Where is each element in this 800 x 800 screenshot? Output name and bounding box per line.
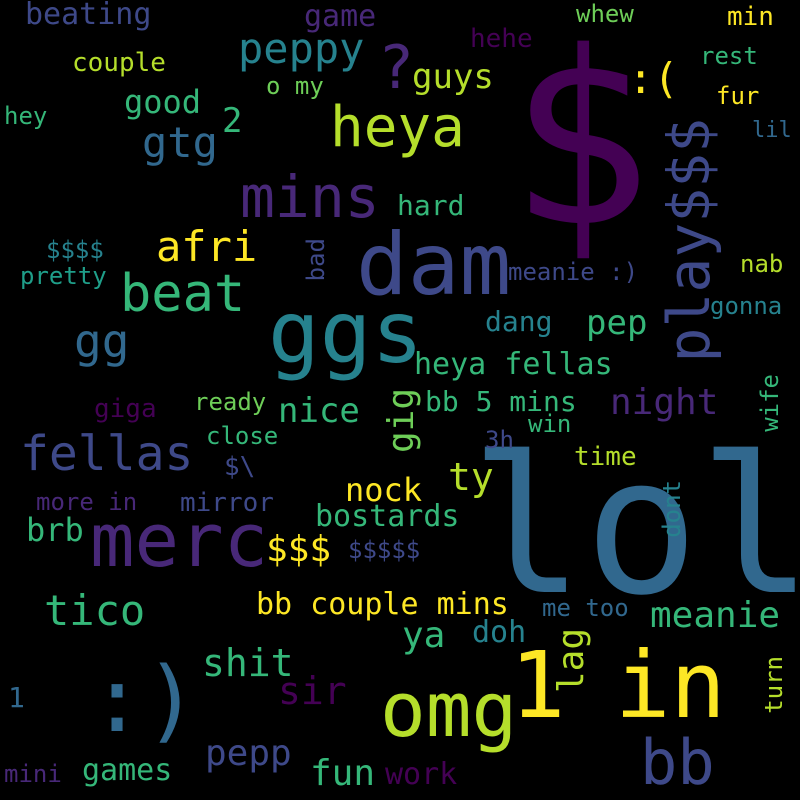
word-heya: heya: [330, 95, 465, 160]
word-beating: beating: [25, 0, 152, 32]
word-win: win: [528, 410, 572, 438]
word-shit: shit: [202, 641, 294, 685]
word-dollar-backslash: $\: [224, 452, 256, 482]
word-fellas: fellas: [20, 426, 194, 482]
word-games: games: [82, 753, 173, 788]
word-dollar-big: $: [508, 0, 653, 280]
word-o-my: o my: [266, 72, 324, 100]
word-ty: ty: [448, 455, 494, 499]
word-gg: gg: [74, 314, 130, 368]
word-ready: ready: [194, 388, 267, 416]
word-bb-couple-mins: bb couple mins: [256, 587, 509, 622]
word-dollar5: $$$$$: [348, 536, 421, 564]
word-dollar3: $$$: [266, 529, 332, 570]
word-bostards: bostards: [315, 499, 460, 534]
word-turn: turn: [760, 656, 788, 714]
word-mins: mins: [240, 163, 380, 231]
word-dollar4: $$$$: [46, 236, 104, 264]
word-lil: lil: [752, 118, 792, 143]
word-rest: rest: [700, 42, 758, 70]
word-ya: ya: [402, 615, 446, 656]
word-heya-fellas: heya fellas: [414, 347, 613, 382]
word-mirror: mirror: [180, 488, 274, 518]
word-bb-big: bb: [640, 726, 715, 799]
word-peppy: peppy: [238, 24, 365, 73]
word-afri: afri: [156, 222, 258, 271]
word-dam: dam: [356, 215, 512, 315]
word-dont: dont: [658, 480, 686, 538]
word-pepp: pepp: [205, 733, 292, 774]
word-lag: lag: [551, 628, 592, 694]
word-min: min: [727, 2, 774, 32]
word-pep: pep: [586, 303, 648, 343]
word-ggs: ggs: [268, 283, 424, 383]
word-play-dollars: play$$$: [655, 118, 723, 363]
word-nock: nock: [345, 471, 423, 509]
word-meanie: meanie: [650, 595, 781, 636]
word-hey: hey: [4, 102, 48, 130]
word-smile-big: :): [90, 648, 199, 753]
word-gonna: gonna: [710, 292, 783, 320]
word-nab: nab: [740, 250, 784, 278]
word-bad: bad: [302, 238, 330, 282]
word-whew: whew: [576, 0, 634, 28]
word-close: close: [206, 422, 279, 450]
word-beat: beat: [120, 264, 246, 324]
word-time: time: [574, 442, 637, 472]
word-pretty: pretty: [20, 262, 107, 290]
word-fur: fur: [716, 82, 760, 110]
word-merc: merc: [90, 498, 269, 584]
word-bb-5-mins: bb 5 mins: [425, 385, 577, 418]
word-giga: giga: [94, 394, 157, 424]
word-wife: wife: [756, 374, 784, 432]
word-hard: hard: [397, 189, 465, 222]
word-game: game: [304, 0, 377, 34]
word-guys: guys: [412, 57, 494, 97]
word-tico: tico: [44, 586, 146, 635]
word-question: ?: [378, 33, 415, 103]
word-couple: couple: [72, 48, 166, 78]
word-dang: dang: [485, 305, 553, 338]
word-night: night: [610, 382, 719, 423]
word-3h: 3h: [485, 426, 514, 454]
word-mini: mini: [4, 760, 62, 788]
word-hehe: hehe: [470, 24, 533, 54]
word-good: good: [124, 83, 202, 121]
word-more-in: more in: [36, 488, 138, 516]
word-one-small: 1: [8, 681, 25, 714]
word-meanie-smile: meanie :): [508, 258, 639, 286]
word-in: in: [615, 632, 726, 739]
word-brb: brb: [26, 511, 84, 549]
word-me-too: me too: [542, 594, 629, 622]
word-two: 2: [222, 101, 243, 141]
word-doh: doh: [472, 615, 527, 650]
word-lol: lol: [470, 416, 800, 637]
word-gig: gig: [381, 388, 422, 454]
word-fun: fun: [310, 753, 376, 794]
word-nice: nice: [278, 391, 360, 431]
word-one-big: 1: [510, 632, 566, 739]
word-sir: sir: [278, 669, 347, 713]
word-omg: omg: [380, 665, 518, 754]
word-work: work: [385, 757, 458, 792]
word-sad: :(: [628, 54, 679, 103]
word-gtg: gtg: [142, 118, 218, 167]
